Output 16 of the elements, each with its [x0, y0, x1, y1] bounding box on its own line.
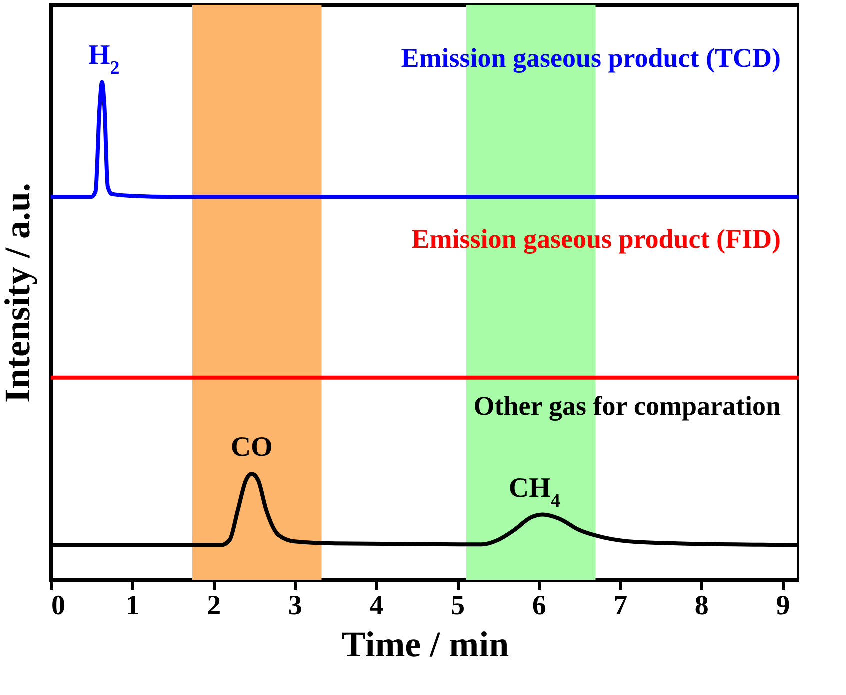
- x-tick-label: 2: [207, 590, 222, 622]
- x-tick-label: 4: [370, 590, 384, 622]
- x-tick-label: 3: [288, 590, 302, 622]
- x-axis-title: Time / min: [342, 624, 510, 664]
- text: Other gas for comparation: [474, 391, 781, 422]
- x-tick-label: 0: [52, 590, 66, 622]
- x-tick-label: 9: [776, 590, 790, 622]
- x-tick-label: 6: [532, 590, 546, 622]
- x-tick-label: 7: [614, 590, 628, 622]
- text: Emission gaseous product (FID): [412, 224, 781, 254]
- x-tick-label: 1: [126, 590, 140, 622]
- text: Emission gaseous product (TCD): [401, 43, 781, 74]
- x-tick-label: 5: [451, 590, 466, 622]
- x-tick-label: 8: [694, 590, 709, 622]
- annotation: CO: [230, 432, 273, 463]
- y-axis-title: Intensity / a.u.: [0, 182, 38, 404]
